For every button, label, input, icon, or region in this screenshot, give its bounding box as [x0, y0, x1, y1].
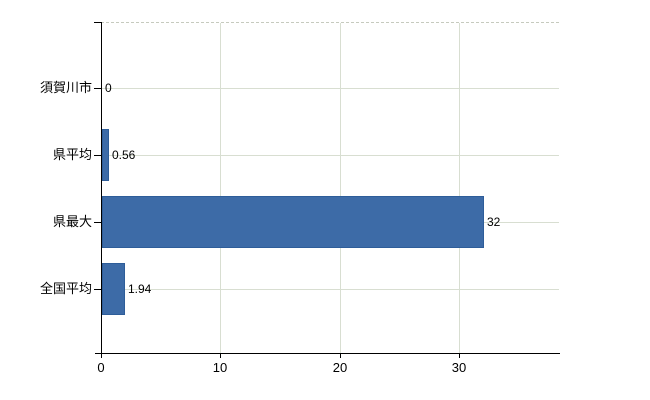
x-tick-label: 0 — [97, 360, 105, 375]
x-axis-line — [95, 353, 560, 354]
gridline-horizontal — [102, 289, 559, 290]
gridline-vertical — [459, 23, 460, 353]
gridline-horizontal — [102, 155, 559, 156]
y-tick — [94, 289, 101, 290]
x-tick-label: 10 — [212, 360, 228, 375]
value-label: 0 — [105, 81, 112, 95]
y-axis-line — [101, 22, 102, 353]
bar — [102, 196, 484, 248]
gridline-vertical — [220, 23, 221, 353]
gridline-vertical — [340, 23, 341, 353]
value-label: 1.94 — [128, 282, 152, 296]
category-label: 須賀川市 — [39, 80, 92, 95]
x-tick-label: 30 — [451, 360, 467, 375]
category-label: 県最大 — [52, 214, 92, 229]
x-tick-label: 20 — [332, 360, 348, 375]
x-tick — [101, 354, 102, 358]
y-tick — [94, 222, 101, 223]
y-axis-top-tick — [94, 22, 101, 23]
category-label: 県平均 — [52, 147, 92, 162]
x-tick — [220, 354, 221, 358]
category-label: 全国平均 — [39, 281, 92, 296]
gridline-horizontal — [102, 88, 559, 89]
y-tick — [94, 88, 101, 89]
value-label: 32 — [487, 215, 501, 229]
y-tick — [94, 155, 101, 156]
bar — [102, 129, 109, 181]
plot-top-border — [101, 22, 559, 23]
bar — [102, 263, 125, 315]
value-label: 0.56 — [112, 148, 136, 162]
x-tick — [340, 354, 341, 358]
x-tick — [459, 354, 460, 358]
